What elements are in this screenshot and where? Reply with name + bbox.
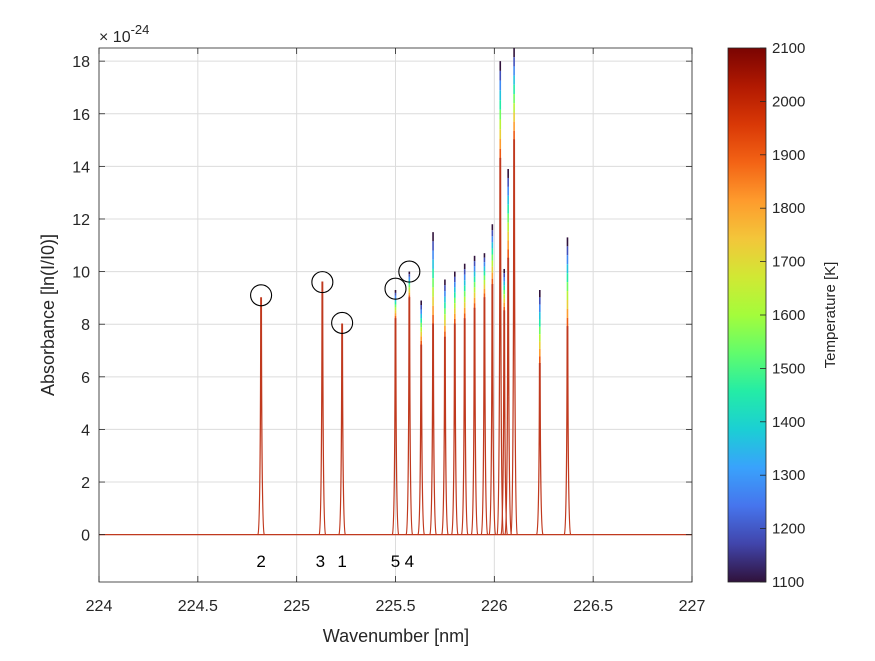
colorbar <box>727 47 767 583</box>
peak-line <box>496 157 505 536</box>
peak-marker-circle <box>331 311 354 334</box>
x-tick-label: 227 <box>679 598 706 615</box>
colorbar-tick-label: 1900 <box>772 147 805 164</box>
y-tick-label: 6 <box>81 370 90 387</box>
peak <box>504 169 512 536</box>
peak-line <box>504 257 512 536</box>
peak-line <box>257 297 265 536</box>
spectrum-series <box>99 48 692 536</box>
peak <box>480 253 489 536</box>
colorbar-label: Temperature [K] <box>822 262 839 369</box>
peak-line <box>417 344 426 536</box>
x-tick-label: 225.5 <box>375 598 415 615</box>
peak <box>441 279 449 536</box>
peak-line <box>460 318 469 536</box>
colorbar-tick-label: 2000 <box>772 93 805 110</box>
colorbar-tick-label: 1100 <box>772 574 804 591</box>
colorbar-tick-label: 1700 <box>772 254 805 271</box>
peak-line <box>563 326 572 536</box>
x-tick-label: 224 <box>86 598 113 615</box>
peak-number-label: 4 <box>405 552 414 571</box>
peak-line <box>450 323 459 536</box>
x-tick-label: 226.5 <box>573 598 613 615</box>
y-exponent-power: -24 <box>131 22 150 37</box>
peak <box>496 61 505 536</box>
peak <box>429 232 437 536</box>
y-tick-label: 16 <box>72 107 90 124</box>
peak-number-label: 2 <box>256 552 265 571</box>
peak <box>563 237 572 536</box>
y-exponent: × 10-24 <box>99 22 149 46</box>
peak <box>318 281 327 536</box>
colorbar-tick-label: 1800 <box>772 200 805 217</box>
peak-number-label: 1 <box>337 552 346 571</box>
y-tick-label: 2 <box>81 475 90 492</box>
peak <box>338 323 346 536</box>
colorbar-tick-label: 1400 <box>772 414 805 431</box>
y-tick-label: 0 <box>81 528 90 545</box>
x-axis-label: Wavenumber [nm] <box>323 626 469 646</box>
colorbar-tick-label: 1300 <box>772 467 805 484</box>
peak <box>460 263 469 536</box>
colorbar-tick-label: 2100 <box>772 40 805 57</box>
y-exponent-base: × 10 <box>99 29 131 46</box>
peak-marker-circle <box>398 260 421 283</box>
peak-circles <box>250 260 421 334</box>
y-axis-ticks: 0 2 4 6 8 10 12 14 16 18 <box>72 54 692 545</box>
y-tick-label: 14 <box>72 159 90 176</box>
peak <box>535 290 544 536</box>
y-tick-label: 4 <box>81 422 90 439</box>
x-tick-label: 226 <box>481 598 508 615</box>
peak-line <box>480 297 489 536</box>
peak-line <box>429 323 437 536</box>
peak-line <box>338 323 346 536</box>
peak-line <box>391 318 400 536</box>
peak-line <box>441 336 449 536</box>
x-axis-ticks: 224 224.5 225 225.5 226 226.5 227 <box>86 48 706 615</box>
peak-line <box>470 307 479 536</box>
peak <box>417 300 426 536</box>
peak-number-label: 5 <box>391 552 400 571</box>
peak <box>391 290 400 536</box>
peak <box>450 271 459 536</box>
colorbar-ticks: 1100 1200 1300 1400 1500 1600 1700 1800 1900 2000… <box>760 40 805 591</box>
y-tick-label: 18 <box>72 54 90 71</box>
colorbar-tick-label: 1200 <box>772 521 805 538</box>
peak-marker-circle <box>311 271 334 294</box>
peak <box>257 297 265 536</box>
x-tick-label: 225 <box>283 598 310 615</box>
y-tick-label: 8 <box>81 317 90 334</box>
y-axis-label: Absorbance [ln(I/I0)] <box>38 234 58 396</box>
peak-marker-circle <box>250 284 273 307</box>
peak-line <box>318 281 327 536</box>
peak-line <box>510 139 518 536</box>
y-tick-label: 12 <box>72 212 90 229</box>
peak-line <box>488 284 497 536</box>
y-tick-label: 10 <box>72 265 90 282</box>
peak-number-label: 3 <box>316 552 325 571</box>
x-tick-label: 224.5 <box>178 598 218 615</box>
peak <box>488 224 497 536</box>
colorbar-tick-label: 1500 <box>772 360 805 377</box>
colorbar-tick-label: 1600 <box>772 307 805 324</box>
peak <box>510 48 518 536</box>
peak-line <box>535 363 544 536</box>
peak-marker-circle <box>384 277 407 300</box>
peak <box>470 255 479 536</box>
peak-line <box>405 297 414 536</box>
